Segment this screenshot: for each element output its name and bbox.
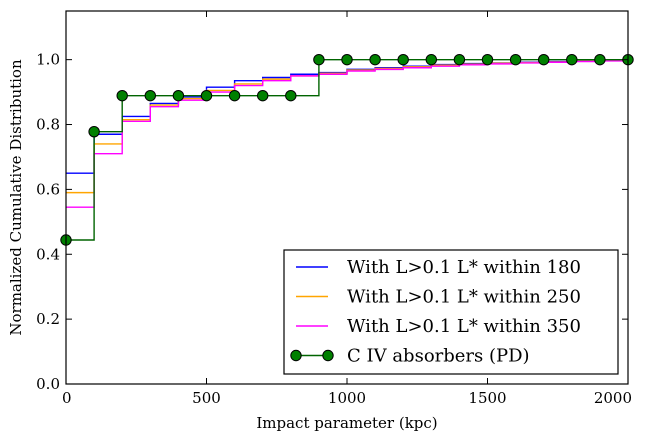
y-axis-label: Normalized Cumulative Distribution <box>7 59 25 336</box>
data-point-4-12 <box>369 53 381 66</box>
series-3 <box>66 59 628 208</box>
x-tick-label-4: 1500 <box>468 389 506 407</box>
data-point-4-6 <box>200 89 213 102</box>
data-point-4-7 <box>228 89 241 102</box>
data-point-4-3 <box>116 89 128 102</box>
data-point-4-4 <box>144 89 157 102</box>
data-point-4-9 <box>285 89 297 102</box>
legend-item-3: With L>0.1 L* within 350 <box>296 316 581 337</box>
series-line-2 <box>66 59 628 194</box>
data-point-4-20 <box>594 53 606 66</box>
y-tick-label-5: 0.8 <box>36 116 60 134</box>
legend-item-4: C IV absorbers (PD) <box>290 346 530 367</box>
legend-item-1: With L>0.1 L* within 180 <box>296 257 581 278</box>
y-tick-label-1: 0.0 <box>36 375 60 393</box>
series-2 <box>66 59 628 194</box>
legend: With L>0.1 L* within 180 With L>0.1 L* wi… <box>283 249 619 375</box>
data-point-4-8 <box>257 89 269 102</box>
legend-marker-4-1 <box>290 349 302 362</box>
series-layer <box>60 53 634 246</box>
x-tick-label-3: 1000 <box>328 389 366 407</box>
series-4 <box>66 58 628 241</box>
legend-label-3: With L>0.1 L* within 350 <box>347 316 581 337</box>
series-line-3 <box>66 59 628 208</box>
data-point-4-5 <box>172 89 185 102</box>
y-tick-label-3: 0.4 <box>36 245 60 263</box>
data-point-4-14 <box>425 53 437 66</box>
y-tick-label-4: 0.6 <box>36 180 60 198</box>
x-tick-label-5: 2000 <box>594 389 632 407</box>
data-point-4-2 <box>88 125 100 138</box>
data-point-4-13 <box>397 53 409 66</box>
y-tick-label-6: 1.0 <box>36 51 60 69</box>
y-tick-label-2: 0.2 <box>36 310 60 328</box>
x-axis-label: Impact parameter (kpc) <box>256 414 437 432</box>
legend-label-4: C IV absorbers (PD) <box>347 346 530 367</box>
data-point-4-16 <box>481 53 494 66</box>
legend-item-2: With L>0.1 L* within 250 <box>296 287 581 308</box>
legend-box <box>283 249 619 375</box>
data-point-4-19 <box>566 53 578 66</box>
series-line-4 <box>66 58 628 241</box>
data-point-4-17 <box>509 53 522 66</box>
axes-layer: 0 500 1000 1500 2000 0.0 0.2 0.4 0.6 0.8 1.0 Impact… <box>7 10 632 432</box>
data-point-4-10 <box>313 53 325 66</box>
legend-label-1: With L>0.1 L* within 180 <box>347 257 581 278</box>
x-tick-label-1: 0 <box>62 389 72 407</box>
data-point-4-18 <box>538 53 550 66</box>
legend-label-2: With L>0.1 L* within 250 <box>347 287 581 308</box>
data-point-4-11 <box>341 53 353 66</box>
legend-marker-4-2 <box>322 349 334 362</box>
data-point-4-15 <box>453 53 466 66</box>
x-tick-label-2: 500 <box>192 389 221 407</box>
